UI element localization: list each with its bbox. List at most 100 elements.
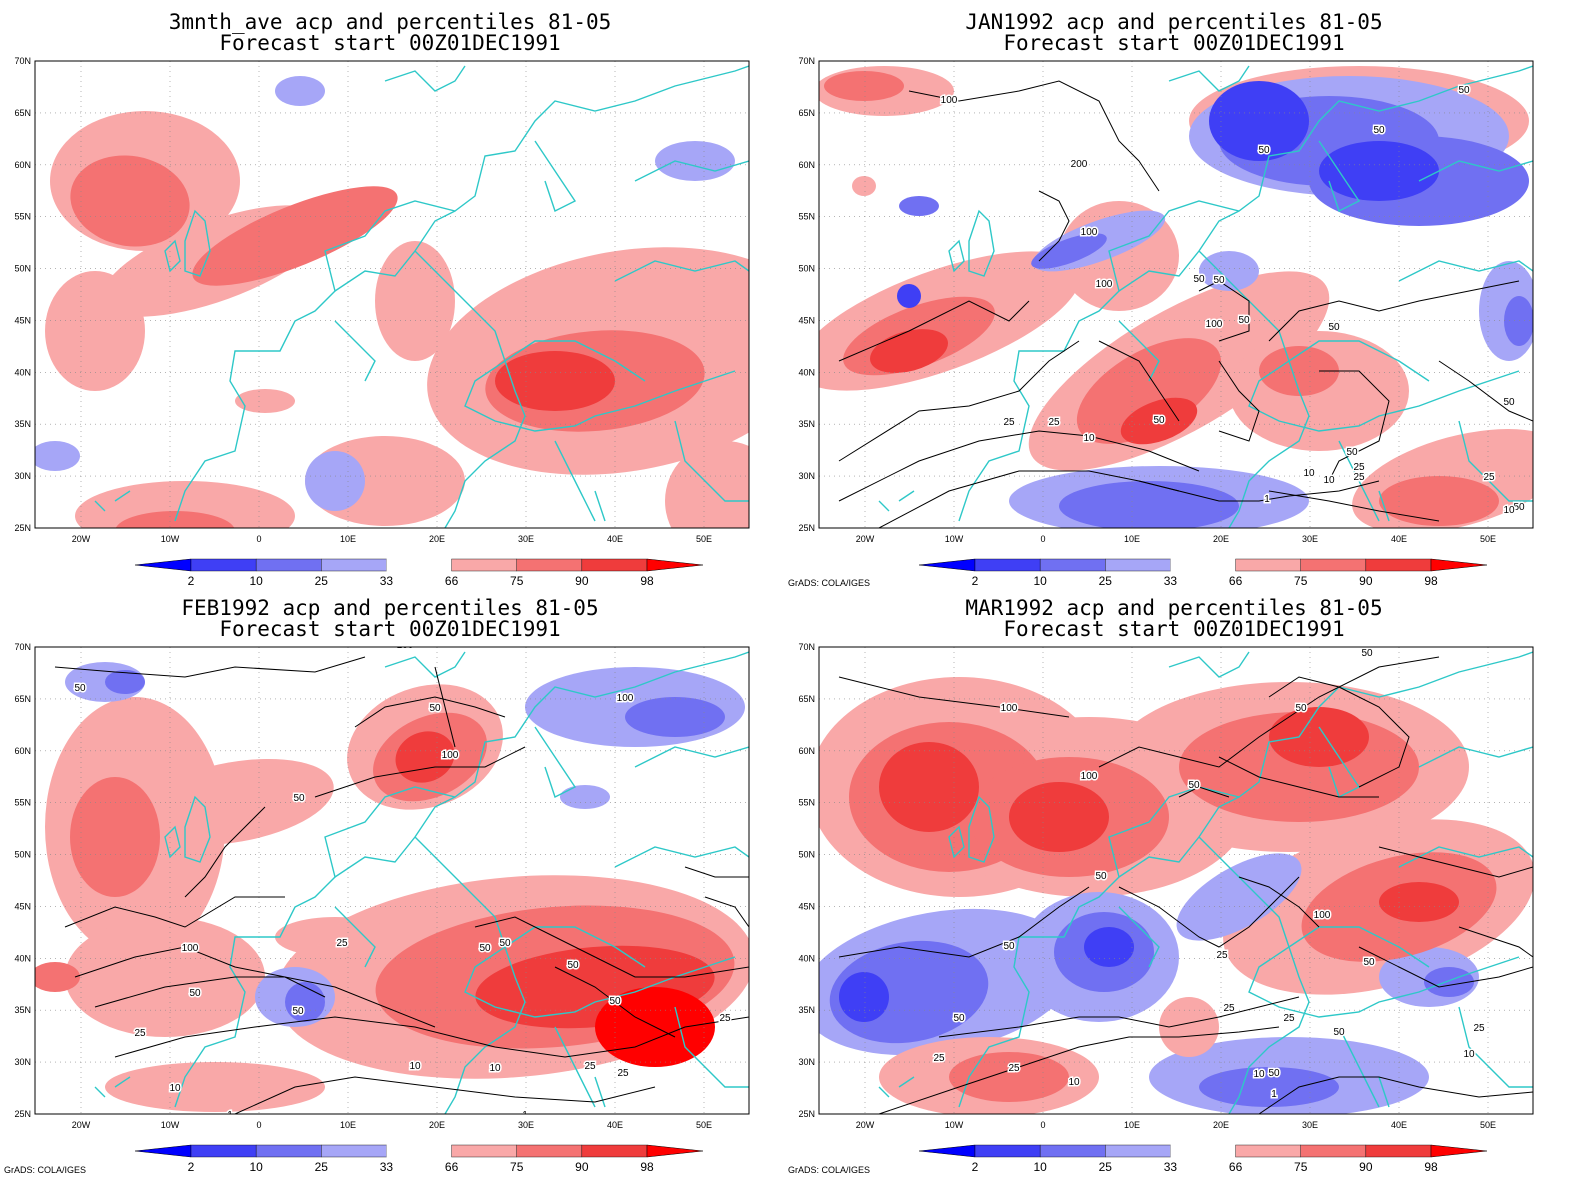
anomaly-shading: [1199, 251, 1259, 291]
longitude-label: 40E: [607, 534, 623, 544]
contour-label: 100: [442, 750, 459, 761]
graticule: [819, 61, 1533, 528]
anomaly-shading: [1379, 882, 1459, 922]
longitude-label: 30E: [518, 1120, 534, 1130]
contour-label: 25: [1008, 1063, 1020, 1074]
contour-label: 1: [1264, 494, 1270, 505]
contour-label: 50: [1095, 871, 1107, 882]
contour-label: 10: [1068, 1077, 1080, 1088]
colorbar-label: 10: [249, 574, 263, 588]
anomaly-shading: [75, 481, 295, 528]
colorbar: 2 10 25 33 66 75 90 98: [918, 1144, 1488, 1174]
forecast-map: 70N 65N 60N 55N 50N 45N 40N 35N 30N 25N 20W 10W 0 10E…: [14, 56, 750, 588]
latitude-label: 50N: [14, 850, 31, 860]
contour-label: 50: [189, 988, 201, 999]
contour-label: 25: [1483, 472, 1495, 483]
colorbar-label: 2: [972, 574, 979, 588]
longitude-label: 20E: [1213, 534, 1229, 544]
panel-title: MAR1992 acp and percentiles 81-05: [965, 596, 1383, 620]
contour-label: 50: [1333, 1027, 1345, 1038]
anomaly-shading: [105, 1062, 325, 1112]
anomaly-shading: [495, 351, 615, 411]
anomaly-shading: [1209, 81, 1309, 161]
colorbar-label: 90: [575, 1160, 589, 1174]
contour-label: 50: [1458, 85, 1470, 96]
latitude-label: 25N: [14, 1109, 31, 1119]
latitude-label: 65N: [798, 108, 815, 118]
contour-label: 50: [1513, 502, 1525, 513]
longitude-label: 10E: [1124, 1120, 1140, 1130]
contour-label: 50: [1238, 315, 1250, 326]
contour-label: 25: [1003, 417, 1015, 428]
latitude-label: 55N: [798, 212, 815, 222]
latitude-label: 25N: [14, 523, 31, 533]
colorbar-swatch: [918, 558, 976, 572]
anomaly-shading: [285, 982, 325, 1022]
contour-label: 25: [933, 1053, 945, 1064]
contour-label: 25: [617, 1068, 629, 1079]
latitude-label: 40N: [798, 953, 815, 963]
longitude-label: 10W: [161, 534, 180, 544]
contour-label: 50: [609, 996, 621, 1007]
contour-label: 10: [1503, 505, 1515, 516]
longitude-label: 20W: [72, 534, 91, 544]
anomaly-shading: [1084, 927, 1134, 967]
contour-label: 50: [1003, 941, 1015, 952]
latitude-label: 35N: [14, 1005, 31, 1015]
colorbar-label: 98: [1424, 1160, 1438, 1174]
colorbar-swatch: [386, 1145, 452, 1157]
colorbar-swatch: [1039, 558, 1106, 572]
colorbar-swatch: [646, 1144, 704, 1158]
longitude-label: 0: [1040, 534, 1045, 544]
latitude-label: 60N: [798, 160, 815, 170]
anomaly-shading: [1199, 1067, 1339, 1107]
colorbar-swatch: [1235, 558, 1301, 572]
contour-label: 50: [293, 793, 305, 804]
contour-label: 50: [429, 703, 441, 714]
colorbar-label: 75: [1294, 574, 1308, 588]
colorbar-label: 90: [1359, 1160, 1373, 1174]
colorbar-label: 98: [1424, 574, 1438, 588]
latitude-label: 50N: [798, 264, 815, 274]
graticule: [35, 61, 749, 528]
anomaly-shading: [852, 176, 876, 196]
contour-label: 50: [1258, 145, 1270, 156]
latitude-label: 50N: [798, 850, 815, 860]
longitude-label: 0: [256, 1120, 261, 1130]
contour-label: 25: [1216, 950, 1228, 961]
longitude-label: 10W: [945, 534, 964, 544]
anomaly-shading: [1319, 141, 1439, 201]
longitude-label: 40E: [1391, 534, 1407, 544]
anomaly-shading: [70, 155, 190, 247]
colorbar-swatch: [581, 1144, 648, 1158]
colorbar-swatch: [134, 1144, 192, 1158]
latitude-label: 60N: [14, 160, 31, 170]
colorbar-label: 25: [315, 574, 329, 588]
map-frame: 70N 65N 60N 55N 50N 45N 40N 35N 30N 25N 20W 10W 0 10E…: [14, 56, 750, 544]
contour-label: 1: [227, 1110, 233, 1121]
colorbar-swatch: [581, 558, 648, 572]
anomaly-shading: [1059, 481, 1239, 528]
panel-subtitle: Forecast start 00Z01DEC1991: [219, 617, 561, 641]
anomaly-shading: [70, 777, 160, 897]
panel-title: 3mnth_ave acp and percentiles 81-05: [168, 10, 612, 34]
contour-label: 50: [184, 943, 196, 954]
longitude-label: 0: [256, 534, 261, 544]
contour-label: 50: [1188, 780, 1200, 791]
contour-label: 50: [1193, 274, 1205, 285]
longitude-label: 30E: [1302, 1120, 1318, 1130]
contour-label: 25: [1473, 1023, 1485, 1034]
anomaly-shading: [375, 241, 455, 361]
latitude-label: 40N: [798, 367, 815, 377]
longitude-label: 30E: [518, 534, 534, 544]
anomaly-shading: [35, 962, 80, 992]
latitude-label: 45N: [14, 901, 31, 911]
contour-label: 50: [74, 683, 86, 694]
colorbar: 2 10 25 33 66 75 90 98: [134, 1144, 704, 1174]
colorbar-swatch: [190, 558, 257, 572]
colorbar-label: 10: [1033, 1160, 1047, 1174]
